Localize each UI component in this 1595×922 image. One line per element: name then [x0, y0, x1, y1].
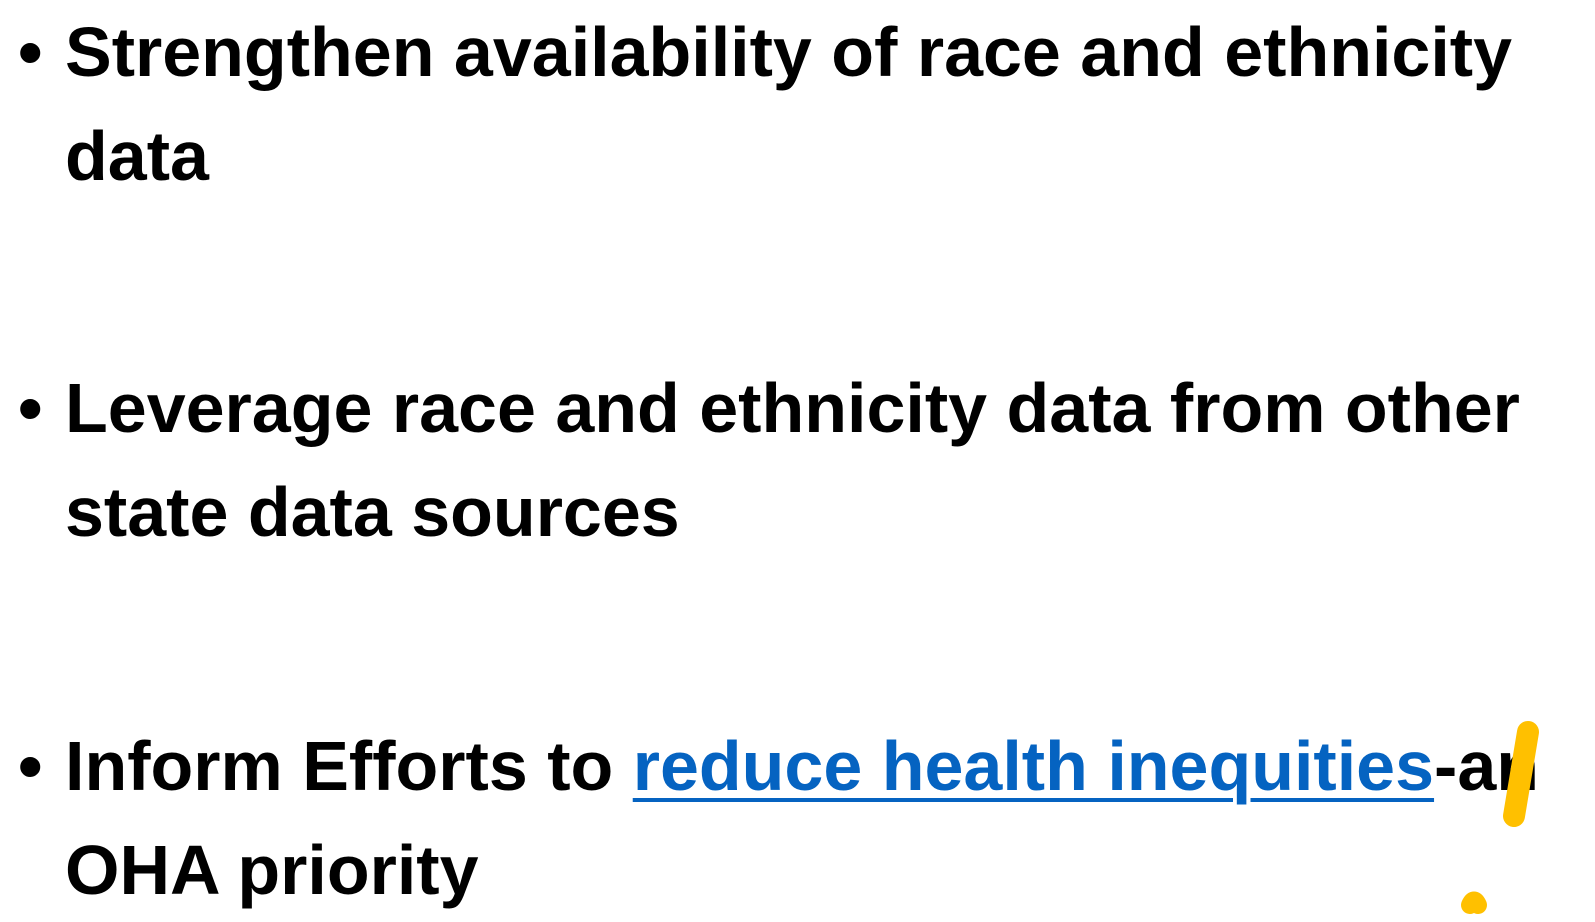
bullet-item: • Leverage race and ethnicity data from o…	[18, 356, 1590, 564]
bullet-text: Inform Efforts to	[65, 727, 633, 805]
highlighter-stroke	[1461, 891, 1487, 914]
bullet-text: Leverage race and ethnicity data from ot…	[65, 369, 1520, 551]
bullet-item: • Strengthen availability of race and eth…	[18, 0, 1590, 208]
link[interactable]: reduce health inequities	[632, 727, 1435, 805]
bullet-dot: •	[18, 13, 43, 91]
highlighter-mark	[1461, 721, 1539, 914]
bullet-item: • Inform Efforts to reduce health inequit…	[18, 714, 1590, 922]
bullet-text: Strengthen availability of race and ethn…	[65, 13, 1513, 195]
bullet-dot: •	[18, 369, 43, 447]
bullet-dot: •	[18, 727, 43, 805]
highlighter-stroke	[1503, 721, 1539, 827]
